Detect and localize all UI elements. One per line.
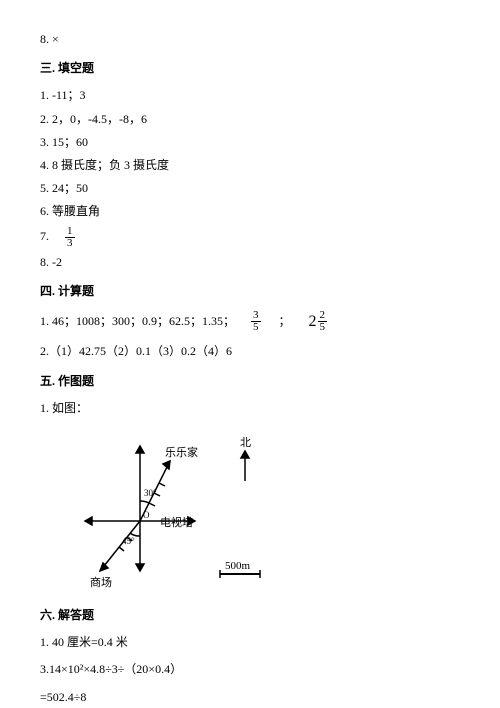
sec3-item-1: 1. -11；3 bbox=[40, 86, 460, 105]
label-mall: 商场 bbox=[90, 575, 112, 589]
mixed-whole: 2 bbox=[309, 309, 317, 335]
sec6-line-2: 3.14×10²×4.8÷3÷（20×0.4） bbox=[40, 660, 460, 679]
sec4-sep: ； bbox=[279, 312, 291, 331]
compass-diagram: 乐乐家 北 电视塔 商场 500m 30° 45° O bbox=[70, 426, 270, 596]
mixed-fraction: 2 5 bbox=[318, 310, 328, 333]
label-30deg: 30° bbox=[144, 488, 157, 498]
section-5-title: 五. 作图题 bbox=[40, 372, 460, 391]
sec4-line1-prefix: 1. 46；1008；300；0.9；62.5；1.35； bbox=[40, 312, 235, 331]
sec3-item-8: 8. -2 bbox=[40, 253, 460, 272]
fraction-den: 5 bbox=[318, 322, 328, 333]
top-item-8: 8. × bbox=[40, 30, 460, 49]
fraction-den: 3 bbox=[65, 238, 75, 249]
sec6-line-1: 1. 40 厘米=0.4 米 bbox=[40, 633, 460, 652]
section-4-title: 四. 计算题 bbox=[40, 282, 460, 301]
sec3-item-7-fraction: 1 3 bbox=[65, 226, 75, 249]
sec6-line-3: =502.4÷8 bbox=[40, 688, 460, 707]
label-north: 北 bbox=[240, 436, 251, 449]
sec3-item-4: 4. 8 摄氏度；负 3 摄氏度 bbox=[40, 156, 460, 175]
sec3-item-7: 7. 1 3 bbox=[40, 226, 460, 249]
label-lele: 乐乐家 bbox=[165, 445, 198, 459]
sec5-line-1: 1. 如图： bbox=[40, 399, 460, 418]
sec3-item-3: 3. 15；60 bbox=[40, 133, 460, 152]
sec4-line-2: 2.（1）42.75（2）0.1（3）0.2（4）6 bbox=[40, 342, 460, 361]
label-tvtower: 电视塔 bbox=[160, 515, 193, 529]
section-6-title: 六. 解答题 bbox=[40, 606, 460, 625]
fraction-den: 5 bbox=[251, 322, 261, 333]
sec4-frac1: 3 5 bbox=[251, 310, 261, 333]
sec3-item-2: 2. 2，0，-4.5，-8，6 bbox=[40, 110, 460, 129]
fraction-num: 1 bbox=[65, 226, 75, 238]
sec4-mixed: 2 2 5 bbox=[309, 309, 328, 335]
label-scale: 500m bbox=[225, 560, 251, 572]
label-origin: O bbox=[143, 510, 150, 520]
sec4-line-1: 1. 46；1008；300；0.9；62.5；1.35； 3 5 ； 2 2 … bbox=[40, 309, 460, 335]
sec3-item-6: 6. 等腰直角 bbox=[40, 202, 460, 221]
sec3-item-5: 5. 24；50 bbox=[40, 179, 460, 198]
section-3-title: 三. 填空题 bbox=[40, 59, 460, 78]
sec3-item-7-prefix: 7. bbox=[40, 227, 49, 246]
label-45deg: 45° bbox=[122, 536, 135, 546]
